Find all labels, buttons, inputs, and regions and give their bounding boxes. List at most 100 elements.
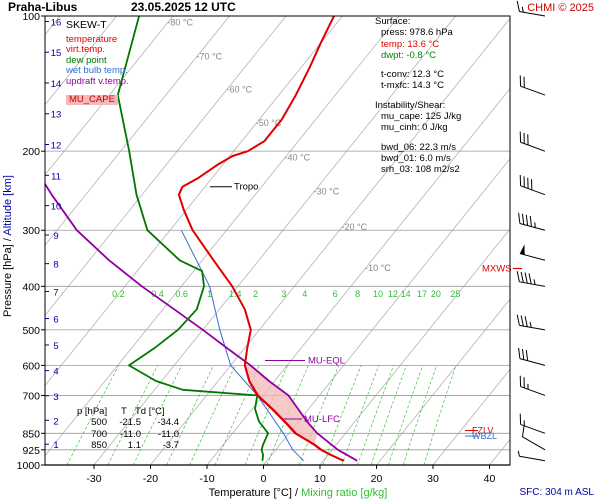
y-tick-label: 500 [22,325,40,337]
wind-barb [516,0,546,17]
cape-area [245,365,318,445]
y-axis-label2: Altitude [km] [2,175,14,236]
mixing-ratio-line [370,365,407,465]
wbzl-label: WBZL [472,431,497,441]
wind-barb-staff [519,253,546,261]
isotherm-label: -30 °C [314,187,340,197]
wind-barb [518,347,546,366]
wind-barb-full [523,377,525,388]
isotherm-label: -20 °C [342,222,368,232]
isotherm-line [45,16,400,457]
isobars [45,16,510,465]
table-row: 850 1.1 -3.7 [77,440,179,451]
wind-barb-half [529,322,532,328]
altitude-tick-label: 14 [51,79,62,90]
isotherm-line [93,16,456,465]
table-cell: -11.0 [120,428,141,440]
wind-barb-full [520,315,524,327]
table-header: p [hPa] T Td [°C] [77,406,179,417]
instability-bwd-06: bwd_06: 22.3 m/s [381,141,456,153]
mixing-ratio-line [244,365,288,465]
mixing-ratio-label: 2 [253,289,258,299]
mixing-ratio-line [357,365,395,465]
table-cell: 700 [91,428,107,440]
altitude-tick-label: 2 [53,416,58,427]
wind-barb [516,271,546,287]
instability-mu-cape: mu_cape: 125 J/kg [381,111,462,123]
dewpoint-line [116,16,270,461]
y-tick-label: 100 [22,11,40,23]
wind-barb-half [533,279,536,285]
table-cell: -21.5 [119,417,141,429]
wind-barb [516,314,546,331]
x-tick-label: 40 [484,473,496,485]
wind-barb-full [527,177,529,189]
table-cell: 1.1 [127,439,141,451]
wind-barb-full [519,175,522,186]
altitude-tick-label: 7 [53,287,58,298]
surface-temp: temp: 13.6 °C [381,38,440,50]
wind-barb-staff [519,223,546,231]
x-tick-label: -20 [143,473,158,485]
wind-barb-half [523,420,525,426]
x-axis-title: Temperature [°C] / Mixing ratio [g/kg] [209,487,388,499]
mixing-ratio-label: 17 [417,289,427,299]
mixing-ratio-label: 0.6 [175,289,188,299]
mixing-ratio-label: 1.4 [229,289,242,299]
wind-barb-full [527,134,529,146]
mu-lfc-label: MU-LFC [304,414,340,425]
legend-item-wet-bulb: wet bulb temp. [66,65,128,77]
isotherm-label: -10 °C [365,263,391,273]
wind-barb-full [518,347,521,359]
x-axis-separator: / [295,487,299,499]
wind-barb-half [517,450,520,457]
surface-tmxfc: t-mxfc: 14.3 °C [381,80,444,92]
altitude-tick-label: 4 [53,367,58,378]
mixing-ratio-lines: 0.2 0.4 0.6 1 1.4 2 3 4 6 8 10 12 14 17 20 25 [66,289,460,465]
mixing-ratio-line [298,365,340,465]
wind-barb [519,244,546,261]
altitude-tick-label: 12 [51,140,62,151]
wind-barb-full [525,349,529,361]
y-tick-label: 300 [22,225,40,237]
y-tick-label: 700 [22,390,40,402]
temperature-line [177,16,345,462]
wind-barb-staff [519,324,546,331]
x-tick-label: 0 [261,473,267,485]
altitude-tick-label: 8 [53,260,58,271]
wind-barb-staff [519,281,546,287]
mixing-ratio-line [322,365,362,465]
wind-barb-staff [520,85,546,96]
mixing-ratio-line [189,365,236,465]
x-tick-label: 30 [427,473,439,485]
altitude-tick-label: 3 [53,392,58,403]
legend-item-virt-temp: virt.temp. [66,44,106,56]
wind-barb-full [523,132,525,144]
isotherm-line [45,16,343,387]
sfc-label: SFC: 304 m ASL [520,487,595,498]
mxws-label: MXWS [482,263,512,274]
isotherm-line [376,298,510,465]
wind-barb-full [519,413,522,425]
mixing-ratio-label: 12 [388,289,398,299]
profiles [45,16,358,462]
isotherm-label: -50 °C [256,118,282,128]
mixing-ratio-line [341,365,380,465]
wind-barb [519,131,546,152]
mixing-ratio-line [402,365,437,465]
x-tick-label: 10 [314,473,326,485]
datetime-title: 23.05.2025 12 UTC [131,0,236,14]
fzlv-label: FZLV [472,426,493,436]
isotherm-line [263,158,510,465]
station-title: Praha-Libus [8,0,78,14]
x-tick-label: -10 [199,473,214,485]
wind-barb-full [519,131,522,143]
wind-barb [519,75,546,96]
isotherm-line [45,16,174,176]
table-header-cell: p [hPa] [77,406,108,417]
mixing-ratio-label: 4 [302,289,307,299]
virtual-temperature-line [192,229,345,462]
mixing-ratio-label: 0.4 [151,289,164,299]
wind-barb-full [516,314,520,326]
wind-barb [517,450,546,462]
